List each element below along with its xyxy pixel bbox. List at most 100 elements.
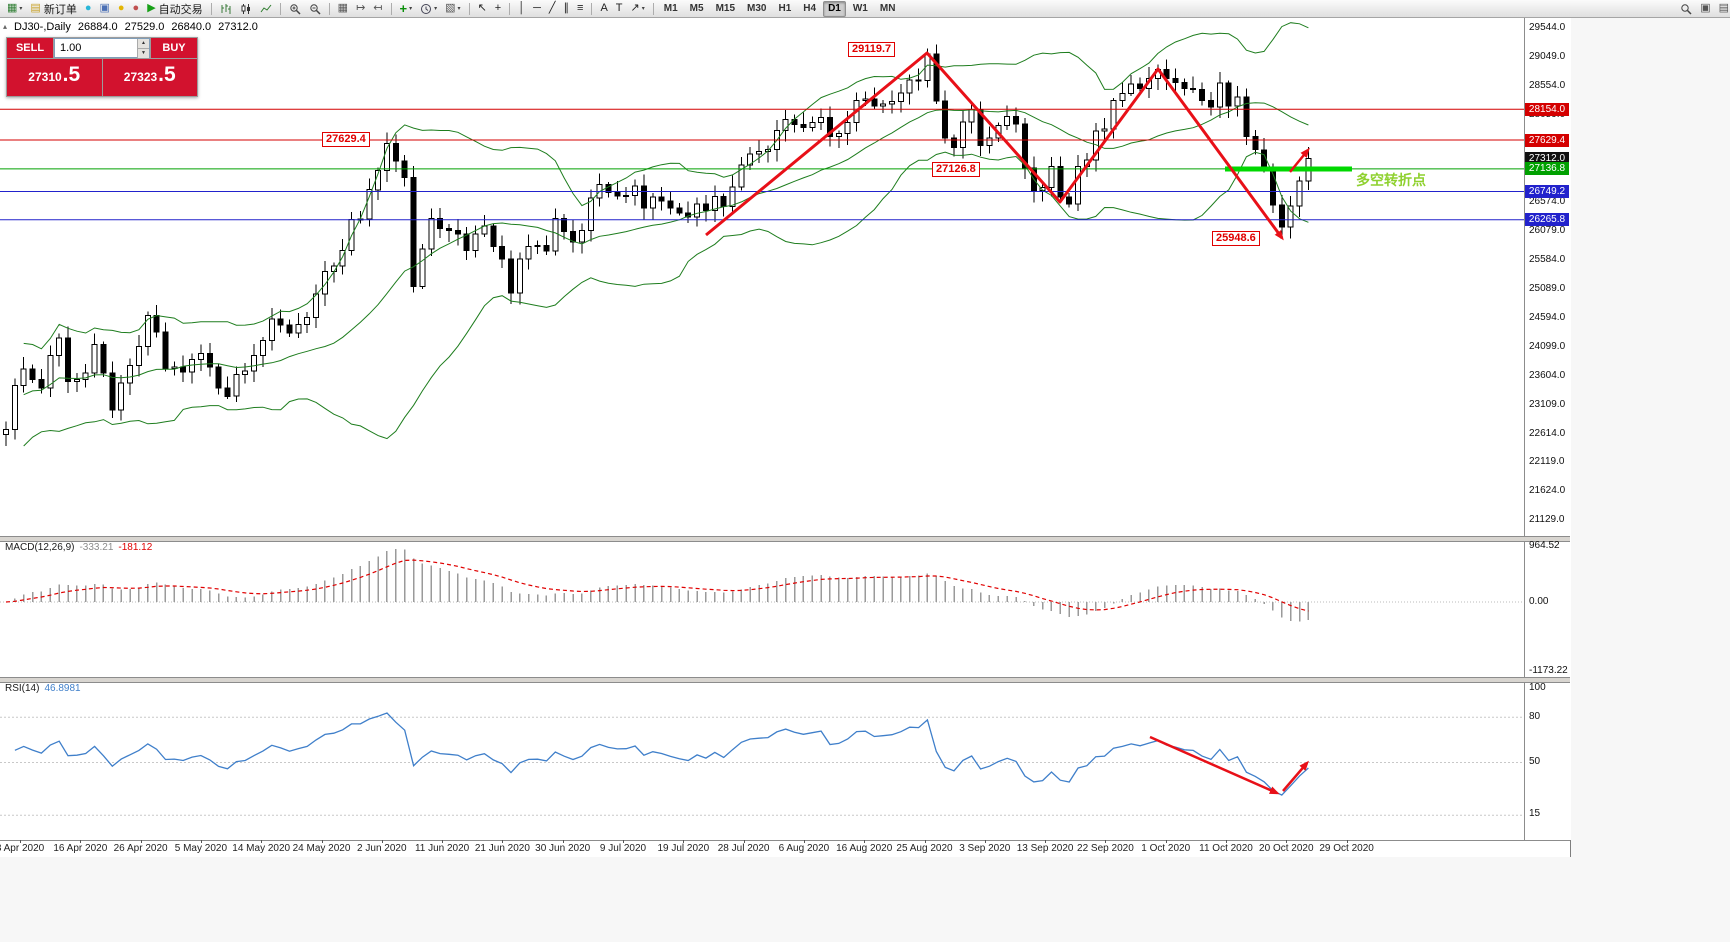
- terminal-icon[interactable]: ▣: [99, 2, 110, 14]
- time-axis-label: 16 Apr 2020: [53, 843, 108, 854]
- auto-scroll-button[interactable]: ↦: [356, 2, 366, 14]
- timeframe-h4[interactable]: H4: [803, 2, 817, 14]
- time-axis-label: 11 Jun 2020: [414, 843, 470, 854]
- channel-button[interactable]: ∥: [563, 2, 570, 14]
- time-axis-tick: [623, 840, 624, 843]
- trendline-button[interactable]: ╱: [548, 2, 556, 14]
- macd-axis-label: 0.00: [1529, 596, 1549, 607]
- periods-button[interactable]: ▾: [417, 1, 440, 16]
- one-click-collapse-icon[interactable]: ▴: [3, 22, 8, 31]
- text-label-button[interactable]: T: [615, 2, 623, 14]
- price-tag: 28154.0: [1525, 103, 1569, 116]
- timeframe-h1[interactable]: H1: [778, 2, 792, 14]
- price-axis-label: 26079.0: [1529, 225, 1566, 236]
- price-axis-label: 21129.0: [1529, 514, 1565, 525]
- zoom-in-button[interactable]: [286, 1, 304, 16]
- time-axis-label: 19 Jul 2020: [657, 843, 710, 854]
- time-axis-label: 11 Oct 2020: [1199, 843, 1253, 854]
- swing-price-label: 29119.7: [848, 42, 896, 57]
- rsi-pane[interactable]: [0, 681, 1524, 839]
- search-icon[interactable]: [1677, 1, 1695, 16]
- time-axis-tick: [261, 840, 263, 843]
- candles-chart-button[interactable]: [237, 1, 255, 16]
- time-axis-label: 21 Jun 2020: [474, 843, 530, 854]
- time-axis-label: 9 Jul 2020: [599, 843, 647, 854]
- new-chart-button[interactable]: ▦ ▾: [7, 2, 23, 14]
- time-axis-label: 22 Sep 2020: [1077, 843, 1134, 854]
- rsi-axis-label: 80: [1529, 711, 1541, 722]
- zoom-out-button[interactable]: [306, 1, 324, 16]
- buy-button[interactable]: BUY: [151, 38, 197, 58]
- timeframe-m15[interactable]: M15: [715, 2, 736, 14]
- timeframe-d1[interactable]: D1: [823, 0, 846, 17]
- bollinger-bands: [23, 22, 1309, 447]
- volume-input[interactable]: 1.00 ▲ ▼: [54, 38, 150, 58]
- vline-button[interactable]: │: [518, 2, 526, 14]
- timeframe-m1[interactable]: M1: [663, 2, 678, 14]
- price-tag: 27629.4: [1525, 134, 1569, 147]
- time-axis-label: 29 Oct 2020: [1319, 843, 1374, 854]
- bars-chart-button[interactable]: [217, 1, 235, 16]
- buy-price-button[interactable]: 27323.5: [102, 59, 197, 96]
- tile-windows-button[interactable]: ▦: [337, 2, 349, 14]
- crosshair-button[interactable]: +: [494, 2, 502, 14]
- templates-button[interactable]: ▧ ▾: [445, 2, 461, 14]
- timeframe-w1[interactable]: W1: [852, 2, 868, 14]
- sell-price-button[interactable]: 27310.5: [7, 59, 102, 96]
- time-axis-tick: [743, 840, 745, 843]
- one-click-trading-panel: SELL 1.00 ▲ ▼ BUY 27310.5 27323.5: [6, 37, 198, 97]
- time-axis-label: 25 Aug 2020: [896, 843, 953, 854]
- news-icon[interactable]: ●: [132, 2, 140, 14]
- time-axis-tick: [984, 840, 986, 843]
- time-axis-tick: [321, 840, 323, 843]
- window-list-icon[interactable]: ▤: [1718, 2, 1729, 14]
- rsi-trend-arrow: [1149, 735, 1280, 795]
- cursor-button[interactable]: ↖: [477, 2, 487, 14]
- time-axis-tick: [1226, 840, 1227, 843]
- timeframe-m30[interactable]: M30: [747, 2, 767, 14]
- rsi-axis-label: 50: [1529, 756, 1541, 767]
- time-axis-tick: [1045, 840, 1047, 843]
- dropdown-caret-icon: ▾: [434, 6, 438, 12]
- timeframe-mn[interactable]: MN: [879, 2, 896, 14]
- sell-button[interactable]: SELL: [7, 38, 53, 58]
- turning-point-label: 多空转折点: [1356, 172, 1426, 188]
- price-axis-label: 22614.0: [1529, 428, 1566, 439]
- toolbar-separator: [591, 2, 593, 15]
- volume-up-button[interactable]: ▲: [137, 39, 149, 48]
- arrows-button[interactable]: ↗ ▾: [630, 2, 645, 14]
- volume-down-button[interactable]: ▼: [137, 48, 149, 58]
- pane-splitter[interactable]: [0, 536, 1570, 542]
- text-button[interactable]: A: [600, 2, 608, 14]
- ohlc-close: 27312.0: [218, 21, 258, 33]
- new-window-icon[interactable]: ▣: [1700, 2, 1711, 14]
- new-order-button[interactable]: ▤ 新订单: [30, 2, 77, 16]
- line-chart-button[interactable]: [257, 1, 275, 16]
- pane-splitter[interactable]: [0, 677, 1570, 683]
- rsi-line: [14, 712, 1309, 796]
- sell-price: 27310: [28, 70, 62, 84]
- timeframe-m5[interactable]: M5: [689, 2, 704, 14]
- fibonacci-button[interactable]: ≡: [577, 2, 584, 14]
- buy-price: 27323: [123, 70, 158, 84]
- macd-histogram: [14, 549, 1310, 622]
- indicators-button[interactable]: + ▾: [399, 1, 413, 16]
- rsi-label: RSI(14) 46.8981: [5, 683, 81, 694]
- support-icon[interactable]: ●: [84, 2, 92, 14]
- toolbar-separator: [279, 2, 281, 15]
- hline-button[interactable]: ─: [533, 2, 541, 14]
- time-axis-tick: [1105, 840, 1107, 843]
- toolbar-separator: [210, 2, 212, 15]
- chart-shift-button[interactable]: ↤: [373, 2, 383, 14]
- macd-pane[interactable]: [0, 540, 1524, 677]
- time-axis-tick: [803, 840, 805, 843]
- autotrade-button[interactable]: ▶ 自动交易: [147, 2, 203, 16]
- time-axis[interactable]: [0, 840, 1570, 857]
- time-axis-tick: [381, 840, 383, 843]
- price-axis-label: 23109.0: [1529, 399, 1566, 410]
- community-icon[interactable]: ●: [117, 2, 125, 14]
- price-chart[interactable]: [0, 20, 1524, 536]
- toolbar-separator: [328, 2, 330, 15]
- toolbar-separator: [509, 2, 511, 15]
- time-axis-tick: [562, 840, 564, 843]
